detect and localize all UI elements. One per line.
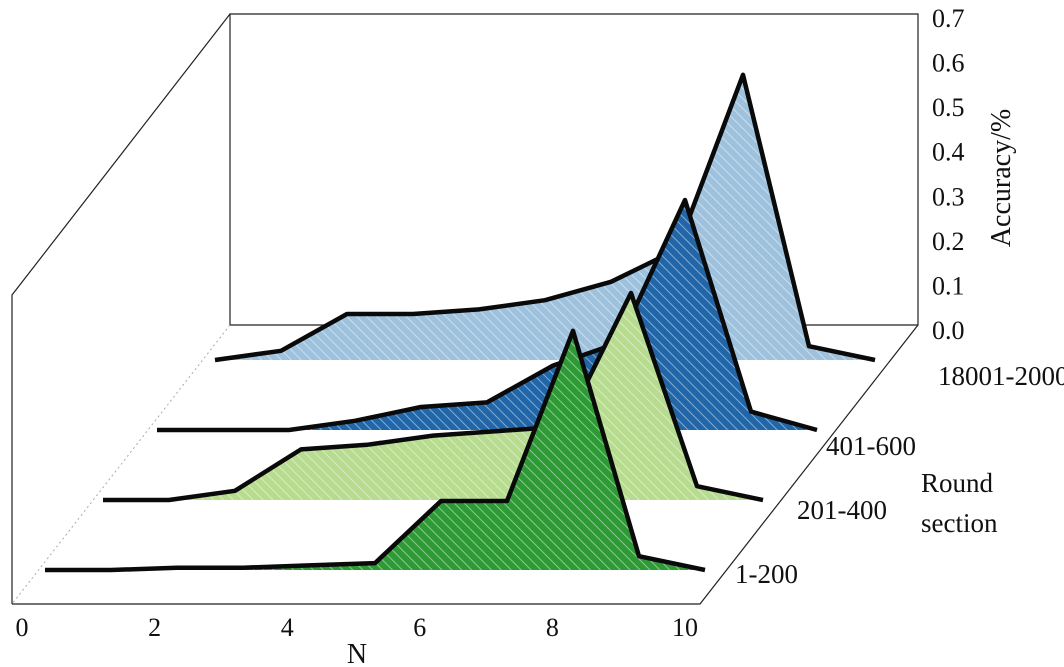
- x-tick-label-2: 2: [148, 613, 161, 642]
- y-axis-title: Accuracy/%: [986, 109, 1017, 247]
- y-tick-label-0-5: 0.5: [932, 93, 965, 122]
- back-wall: [229, 13, 919, 326]
- y-tick-label-0-6: 0.6: [932, 49, 965, 78]
- ridge-18001-20000: [214, 72, 876, 363]
- x-tick-label-10: 10: [672, 613, 698, 642]
- ridges: [45, 72, 876, 573]
- depth-axis-title-line2: section: [921, 508, 998, 538]
- x-tick-label-0: 0: [16, 613, 29, 642]
- x-tick-label-8: 8: [546, 613, 559, 642]
- x-tick-label-4: 4: [281, 613, 294, 642]
- x-axis-title: N: [347, 639, 367, 667]
- depth-axis-title-line1: Round: [921, 468, 994, 498]
- y-tick-label-0-1: 0.1: [932, 271, 965, 300]
- series-labels: 18001-20000 401-600 201-400 1-200: [735, 361, 1064, 589]
- left-wall-edge: [11, 13, 231, 604]
- ridge-line-1-200: [45, 328, 706, 573]
- ridge-line-18001-20000: [214, 72, 876, 363]
- y-tick-label-0-3: 0.3: [932, 182, 965, 211]
- x-axis-ticks: 0 2 4 6 8 10: [16, 613, 699, 642]
- floor-diagonal-line: [11, 324, 231, 605]
- series-label-18001-20000: 18001-20000: [938, 361, 1064, 391]
- y-axis-ticks: 0.0 0.1 0.2 0.3 0.4 0.5 0.6 0.7: [932, 4, 965, 345]
- series-label-401-600: 401-600: [826, 431, 916, 461]
- y-tick-label-0-2: 0.2: [932, 227, 965, 256]
- y-tick-label-0-0: 0.0: [932, 316, 965, 345]
- ridge-line-401-600: [157, 197, 818, 433]
- y-tick-label-0-4: 0.4: [932, 138, 965, 167]
- series-label-201-400: 201-400: [797, 495, 887, 525]
- ridge-line-201-400: [103, 290, 764, 503]
- depth-axis-line: [12, 324, 919, 605]
- series-label-1-200: 1-200: [735, 559, 798, 589]
- ridge-area-1-200: [45, 330, 705, 570]
- y-tick-label-0-7: 0.7: [932, 4, 965, 33]
- chart-frame: [11, 13, 919, 605]
- x-tick-label-6: 6: [413, 613, 426, 642]
- ridge-1-200: [45, 328, 706, 573]
